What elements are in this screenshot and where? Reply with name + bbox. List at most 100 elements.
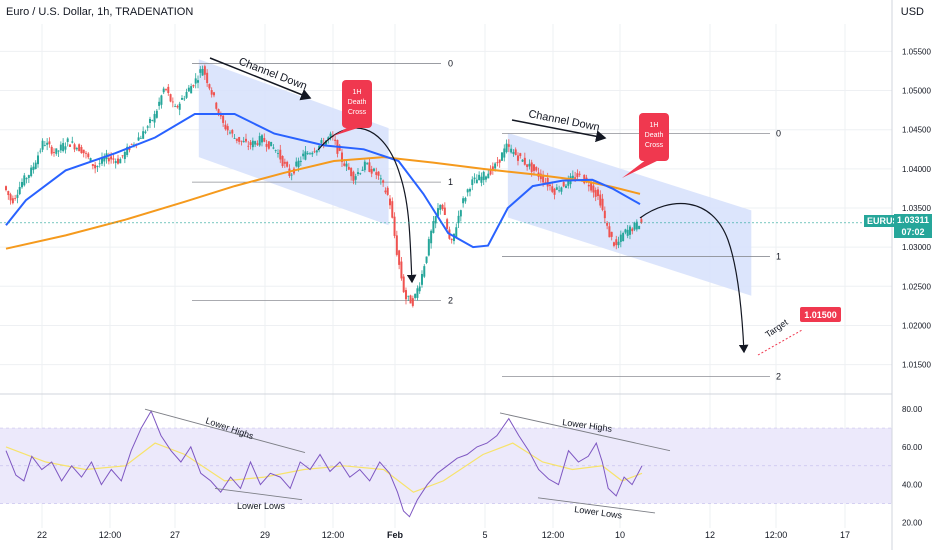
candle-body — [395, 235, 398, 255]
candle-body — [98, 163, 101, 165]
candle-body — [23, 175, 26, 186]
time-tick-label: Feb — [387, 530, 404, 540]
candle-body — [112, 158, 115, 160]
fib-label-b-1: 1 — [776, 252, 781, 262]
candle-body — [619, 234, 622, 242]
candle-body — [194, 78, 197, 84]
candle-body — [7, 191, 10, 196]
candle-body — [233, 138, 236, 139]
candle-body — [519, 153, 522, 157]
death-cross-callout-1: 1H Death Cross — [333, 80, 372, 136]
candle-body — [59, 144, 62, 151]
candle-body — [370, 169, 373, 174]
time-tick-label: 12:00 — [99, 530, 122, 540]
time-tick-label: 29 — [260, 530, 270, 540]
candle-body — [466, 189, 469, 193]
candle-body — [180, 98, 183, 100]
candle-body — [183, 98, 186, 100]
channel-area-1 — [198, 59, 389, 226]
candle-body — [592, 185, 595, 193]
candle-body — [55, 148, 58, 154]
time-tick-label: 5 — [482, 530, 487, 540]
candle-body — [478, 174, 481, 181]
candle-body — [574, 177, 577, 180]
candle-body — [304, 151, 307, 160]
candle-body — [185, 91, 188, 98]
time-tick-label: 12:00 — [322, 530, 345, 540]
candle-body — [46, 142, 49, 145]
candle-body — [462, 198, 465, 204]
death-cross-callout-1-text: 1H — [353, 89, 362, 96]
candle-body — [521, 159, 524, 162]
candle-body — [407, 295, 410, 297]
candle-body — [224, 124, 227, 130]
candle-body — [144, 131, 147, 133]
candle-body — [526, 164, 529, 168]
candle-body — [468, 188, 471, 192]
candle-body — [151, 120, 154, 121]
candle-body — [240, 140, 243, 142]
candle-body — [624, 229, 627, 233]
candle-body — [302, 153, 305, 157]
candle-body — [276, 153, 279, 154]
candle-body — [640, 219, 643, 223]
candle-body — [235, 138, 238, 141]
price-tick-label: 1.01500 — [902, 361, 931, 370]
death-cross-callout-1-box — [342, 80, 372, 128]
candle-body — [274, 150, 277, 151]
candle-body — [82, 149, 85, 154]
candle-body — [608, 226, 611, 238]
death-cross-callout-2-box — [639, 113, 669, 161]
candle-body — [306, 153, 309, 155]
candle-body — [400, 261, 403, 279]
candle-body — [343, 163, 346, 166]
candle-body — [587, 184, 590, 187]
death-cross-callout-2-pointer — [622, 159, 661, 178]
candle-body — [327, 137, 330, 140]
currency-label[interactable]: USD — [900, 6, 924, 18]
channel-area-2 — [507, 132, 752, 296]
candle-body — [96, 166, 99, 168]
candle-body — [551, 186, 554, 192]
price-tick-label: 1.04500 — [902, 126, 931, 135]
candle-body — [350, 167, 353, 177]
candle-body — [391, 201, 394, 218]
rsi-trendline-high-2 — [499, 412, 671, 452]
candle-body — [494, 163, 497, 169]
candle-body — [532, 164, 535, 171]
candle-body — [432, 221, 435, 233]
candle-body — [436, 208, 439, 217]
candle-body — [103, 157, 106, 162]
candle-body — [162, 88, 165, 93]
candle-body — [500, 152, 503, 161]
candle-body — [169, 94, 172, 102]
candle-body — [628, 226, 631, 235]
candle-body — [50, 146, 53, 154]
candle-body — [514, 149, 517, 156]
candle-body — [272, 147, 275, 149]
candle-body — [251, 140, 254, 148]
candle-body — [41, 140, 44, 150]
candle-body — [121, 155, 124, 157]
candle-body — [414, 293, 417, 298]
death-cross-callout-1-pointer — [333, 126, 364, 136]
candle-body — [635, 221, 638, 230]
candle-body — [299, 160, 302, 162]
candle-body — [155, 110, 158, 118]
rsi-lower-lows-1: Lower Lows — [237, 501, 286, 511]
candle-body — [187, 87, 190, 92]
candle-body — [270, 141, 273, 147]
candle-body — [507, 144, 510, 147]
rsi-tick-label: 60.00 — [902, 443, 923, 452]
moving-averages — [5, 113, 641, 250]
candle-body — [9, 194, 12, 201]
candle-body — [610, 231, 613, 237]
candle-body — [201, 68, 204, 76]
candle-body — [290, 174, 293, 176]
candle-body — [249, 142, 252, 146]
candle-body — [208, 84, 211, 89]
candle-body — [295, 161, 298, 167]
fib-levels: 0 1 2 0 1 2 — [192, 59, 781, 381]
candle-body — [297, 160, 300, 168]
candle-body — [631, 228, 634, 232]
